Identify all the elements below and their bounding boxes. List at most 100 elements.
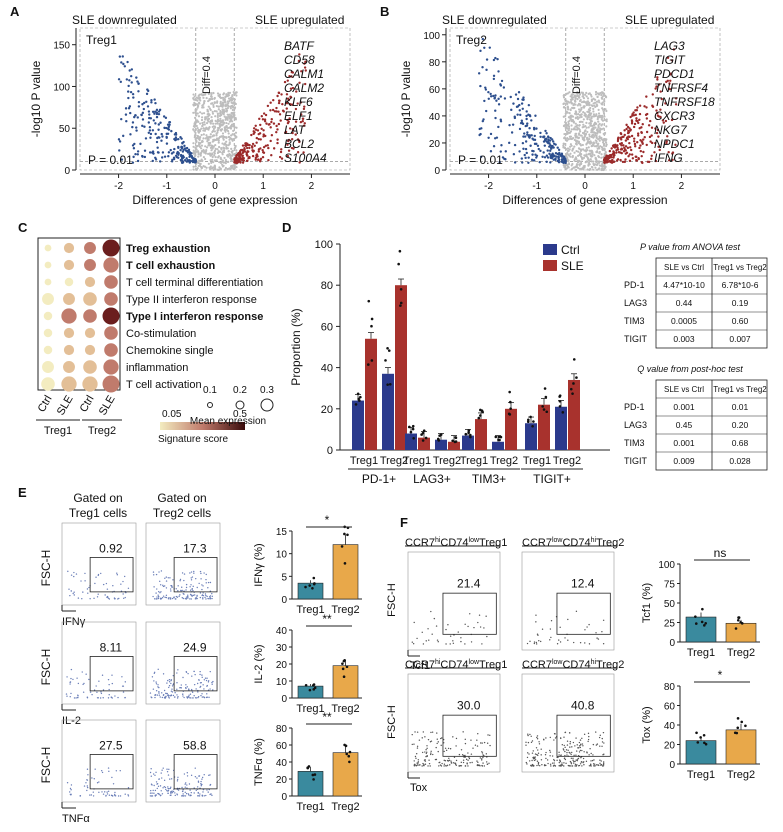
point-ns <box>586 117 589 121</box>
flow-event <box>165 587 168 589</box>
flow-event <box>197 780 200 782</box>
point-up <box>298 81 301 84</box>
flow-event <box>531 740 534 742</box>
flow-event <box>203 774 205 776</box>
point-down <box>147 131 151 135</box>
flow-event <box>448 757 450 760</box>
point-ns <box>221 142 224 145</box>
x-tick-label: 2 <box>309 181 315 192</box>
flow-event <box>537 754 539 757</box>
flow-event <box>158 571 160 573</box>
point-up <box>638 118 641 121</box>
flow-event <box>427 738 430 741</box>
flow-event <box>85 673 87 675</box>
point-ns <box>205 149 208 152</box>
point-down <box>479 155 483 158</box>
point-down <box>143 149 147 152</box>
point-ns <box>230 104 233 108</box>
point-up <box>669 79 672 83</box>
point-up <box>304 60 307 63</box>
point-up <box>665 141 668 145</box>
point-ns <box>219 167 222 170</box>
point-ns <box>230 157 233 161</box>
point-ns <box>583 114 586 117</box>
e-bar-y-tick-label: 0 <box>281 792 287 803</box>
point-ns <box>581 143 584 147</box>
point-up <box>236 158 239 161</box>
point-down <box>497 103 501 106</box>
e-flow-treg1 <box>61 522 137 606</box>
point-up <box>654 159 658 163</box>
score-legend-title: Signature score <box>158 434 228 445</box>
point-down <box>523 132 526 135</box>
point-down <box>557 148 561 152</box>
point-down <box>120 61 123 64</box>
point-ns <box>573 94 577 97</box>
d-point <box>354 403 358 406</box>
dotplot-row-label: Treg exhaustion <box>126 243 211 255</box>
point-down <box>526 131 529 134</box>
flow-event <box>151 676 154 678</box>
flow-event <box>202 791 204 793</box>
flow-event <box>167 774 170 776</box>
score-tick: 0.05 <box>162 409 182 420</box>
point-ns <box>219 102 223 106</box>
flow-event <box>549 639 551 641</box>
point-up <box>270 154 273 157</box>
flow-event <box>536 753 538 756</box>
flow-event <box>65 693 68 695</box>
flow-event <box>203 679 206 681</box>
x-tick-label: -1 <box>532 181 541 192</box>
flow-event <box>466 763 468 765</box>
flow-event <box>190 579 193 581</box>
point-ns <box>212 166 215 169</box>
f-bar-x-label: Treg2 <box>727 769 755 781</box>
d-point <box>451 439 454 443</box>
point-down <box>525 117 528 121</box>
point-ns <box>592 127 595 131</box>
flow-event <box>88 586 90 589</box>
flow-event <box>114 695 116 697</box>
flow-event <box>99 697 102 699</box>
point-ns <box>231 97 235 100</box>
flow-event <box>426 745 428 747</box>
d-point <box>509 407 512 410</box>
x-tick-label: 0 <box>212 181 218 192</box>
posthoc-table-header: SLE vs Ctrl <box>664 385 704 394</box>
flow-event <box>108 598 111 600</box>
point-up <box>608 156 611 160</box>
point-ns <box>601 141 605 144</box>
flow-event <box>202 594 205 597</box>
point-up <box>279 119 282 122</box>
d-bar <box>475 419 487 450</box>
flow-event <box>97 574 99 577</box>
flow-event <box>536 736 538 739</box>
flow-gate-value: 21.4 <box>457 576 481 590</box>
d-point <box>388 382 392 386</box>
flow-event <box>156 783 158 785</box>
flow-event <box>119 795 122 797</box>
point-ns <box>224 128 227 132</box>
point-ns <box>215 101 219 104</box>
flow-event <box>452 736 454 738</box>
point-down <box>528 126 531 130</box>
point-up <box>269 139 272 143</box>
point-ns <box>230 125 233 128</box>
dotplot-dot <box>63 344 75 356</box>
f-bar-x-label: Treg1 <box>687 769 715 781</box>
point-down <box>550 156 554 160</box>
flow-event <box>421 631 423 634</box>
point-down <box>524 147 528 151</box>
e-bar-y-tick-label: 40 <box>276 626 288 637</box>
d-point <box>367 363 370 366</box>
point-up <box>282 110 285 113</box>
flow-event <box>98 680 100 682</box>
flow-event <box>570 753 572 756</box>
flow-event <box>155 683 158 685</box>
flow-event <box>166 692 168 695</box>
point-down <box>124 113 128 116</box>
point-ns <box>200 133 203 137</box>
flow-event <box>82 591 84 593</box>
point-down <box>139 142 142 146</box>
flow-event <box>201 794 204 796</box>
